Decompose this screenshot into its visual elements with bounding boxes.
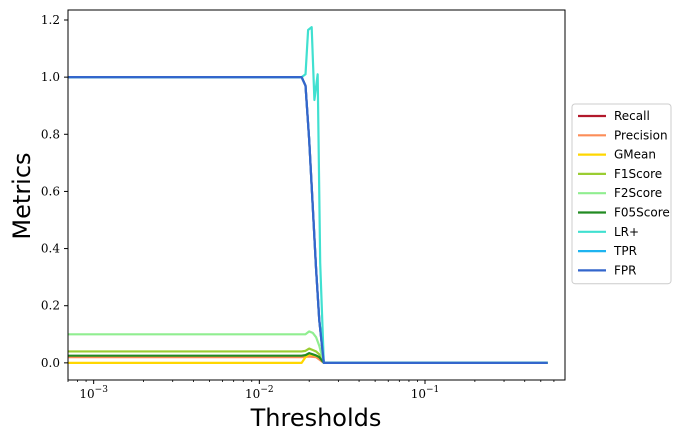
legend-label: LR+ bbox=[614, 225, 639, 239]
y-tick-label: 0.2 bbox=[41, 299, 60, 313]
y-tick-label: 0.4 bbox=[41, 242, 60, 256]
legend-label: F2Score bbox=[614, 186, 662, 200]
y-tick-label: 0.8 bbox=[41, 127, 60, 141]
y-tick-label: 1.0 bbox=[41, 70, 60, 84]
y-axis-title: Metrics bbox=[8, 152, 36, 239]
legend-label: FPR bbox=[614, 263, 636, 277]
x-tick-label: 10−2 bbox=[245, 385, 274, 401]
series-line-fpr bbox=[68, 76, 548, 364]
x-tick-label: 10−3 bbox=[79, 385, 108, 401]
legend-label: Precision bbox=[614, 128, 668, 142]
x-tick-label: 10−1 bbox=[411, 385, 440, 401]
y-tick-label: 0.0 bbox=[41, 356, 60, 370]
series-line-f05score bbox=[68, 352, 548, 364]
legend-label: Recall bbox=[614, 109, 650, 123]
legend-label: F05Score bbox=[614, 206, 670, 220]
y-axis: 0.0 0.2 0.4 0.6 0.8 1.0 1.2 bbox=[41, 13, 68, 370]
legend: Recall Precision GMean F1Score F2Score F05Sco… bbox=[571, 103, 672, 285]
legend-label: TPR bbox=[613, 244, 637, 258]
y-tick-label: 0.6 bbox=[41, 184, 60, 198]
x-axis-title: Thresholds bbox=[250, 404, 382, 432]
legend-box bbox=[571, 103, 672, 285]
x-axis: 10−3 10−2 10−1 bbox=[67, 380, 555, 401]
legend-label: F1Score bbox=[614, 167, 662, 181]
y-tick-label: 1.2 bbox=[41, 13, 60, 27]
plot-frame bbox=[67, 9, 566, 381]
legend-label: GMean bbox=[614, 148, 656, 162]
series-line-lr- bbox=[68, 26, 548, 364]
plot-lines bbox=[68, 26, 548, 364]
